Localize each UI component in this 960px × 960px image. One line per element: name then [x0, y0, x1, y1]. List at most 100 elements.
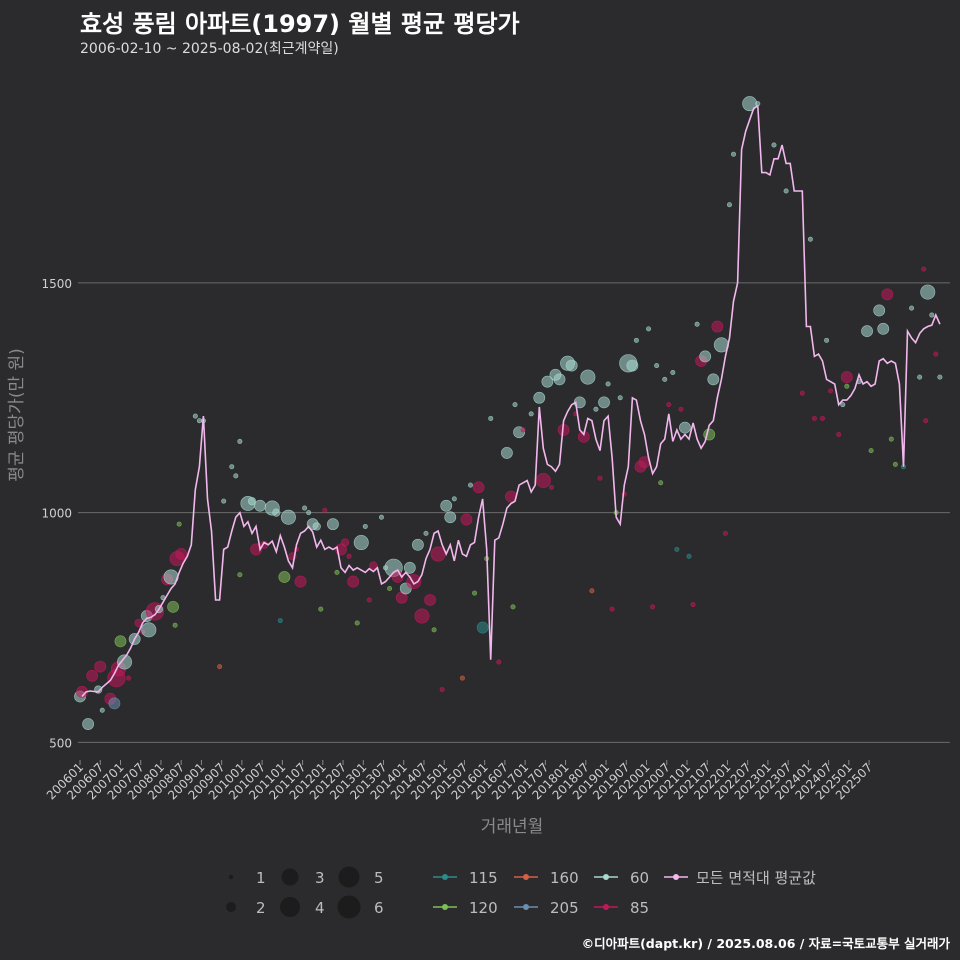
point-60 — [694, 321, 700, 327]
point-60 — [306, 510, 312, 516]
point-60 — [82, 718, 95, 730]
point-60 — [662, 376, 668, 382]
point-85 — [496, 659, 502, 665]
point-60 — [362, 523, 368, 529]
point-85 — [346, 553, 352, 559]
point-85 — [828, 388, 834, 394]
point-85 — [175, 548, 188, 560]
point-60 — [488, 415, 494, 421]
point-120 — [176, 521, 182, 527]
y-tick-label: 500 — [49, 736, 72, 750]
point-60 — [909, 305, 915, 311]
point-85 — [430, 546, 446, 562]
point-85 — [840, 371, 853, 383]
point-85 — [799, 390, 805, 396]
point-60 — [237, 438, 243, 444]
point-85 — [294, 575, 307, 588]
point-60 — [679, 421, 691, 434]
point-120 — [387, 585, 393, 591]
point-60 — [565, 359, 578, 372]
point-160 — [589, 588, 595, 594]
point-60 — [378, 514, 384, 520]
point-115 — [476, 621, 489, 634]
point-120 — [278, 571, 291, 583]
x-tick-labels: 2006012006072007012007072008012008072009… — [44, 760, 875, 803]
point-60 — [917, 374, 923, 380]
legend-size-label: 1 — [256, 869, 266, 887]
point-115 — [277, 618, 283, 624]
source-credit: ©디아파트(dapt.kr) / 2025.08.06 / 자료=국토교통부 실… — [581, 936, 950, 951]
point-60 — [840, 402, 846, 408]
point-60 — [192, 413, 198, 419]
point-60 — [920, 284, 936, 300]
point-120 — [114, 635, 127, 648]
point-120 — [167, 600, 179, 613]
point-60 — [196, 418, 202, 424]
point-85 — [86, 669, 99, 682]
point-60 — [633, 337, 639, 343]
point-120 — [354, 620, 360, 626]
point-120 — [237, 572, 243, 578]
y-tick-label: 1000 — [41, 507, 72, 521]
point-120 — [844, 383, 850, 389]
legend-area-label: 205 — [550, 899, 579, 917]
point-85 — [366, 597, 372, 603]
point-60 — [254, 499, 266, 512]
point-60 — [272, 508, 281, 517]
point-60 — [807, 236, 813, 242]
point-60 — [646, 326, 652, 332]
point-85 — [881, 288, 894, 301]
point-120 — [658, 480, 664, 486]
x-axis-title: 거래년월 — [481, 817, 544, 837]
point-205 — [108, 697, 121, 710]
point-60 — [783, 188, 789, 194]
point-60 — [626, 359, 639, 372]
point-60 — [541, 375, 554, 388]
legend-size-label: 5 — [374, 869, 384, 887]
legend-area-label: 115 — [469, 869, 498, 887]
point-85 — [711, 320, 724, 333]
point-85 — [460, 513, 473, 526]
point-60 — [411, 538, 424, 551]
point-60 — [327, 518, 339, 531]
point-115 — [686, 553, 692, 559]
legend-size-label: 2 — [256, 899, 266, 917]
point-60 — [861, 325, 873, 338]
point-60 — [553, 373, 566, 386]
legend-area-label: 160 — [550, 869, 579, 887]
point-60 — [654, 363, 660, 369]
chart-subtitle: 2006-02-10 ~ 2025-08-02(최근계약일) — [80, 41, 339, 57]
legend: 1 2 3 4 5 6 115 120 160 205 60 85 모든 면적대 평균값 — [226, 866, 816, 919]
point-160 — [217, 664, 223, 670]
legend-dot-120 — [442, 904, 448, 910]
legend-size-1 — [228, 874, 234, 880]
legend-area-label: 60 — [630, 869, 649, 887]
legend-dot-205 — [523, 904, 529, 910]
legend-size-3 — [281, 868, 299, 886]
point-120 — [318, 606, 324, 612]
chart-title: 효성 풍림 아파트(1997) 월별 평균 평당가 — [80, 10, 520, 38]
point-60 — [726, 202, 732, 208]
point-60 — [353, 535, 369, 551]
point-85 — [597, 475, 603, 481]
point-120 — [334, 569, 340, 575]
point-60 — [593, 406, 599, 412]
point-60 — [573, 396, 586, 409]
point-60 — [937, 374, 943, 380]
point-85 — [921, 266, 927, 272]
point-85 — [548, 484, 554, 490]
point-85 — [439, 687, 445, 693]
point-85 — [126, 675, 132, 681]
average-line — [81, 104, 941, 698]
point-60 — [670, 369, 676, 375]
y-axis-title: 평균 평당가(만 원) — [7, 348, 27, 482]
point-85 — [347, 575, 360, 588]
point-85 — [933, 351, 939, 357]
point-60 — [229, 464, 235, 470]
legend-avg-label: 모든 면적대 평균값 — [696, 869, 816, 887]
point-120 — [888, 436, 894, 442]
legend-dot-160 — [523, 874, 529, 880]
legend-area-label: 120 — [469, 899, 498, 917]
legend-area-label: 85 — [630, 899, 649, 917]
